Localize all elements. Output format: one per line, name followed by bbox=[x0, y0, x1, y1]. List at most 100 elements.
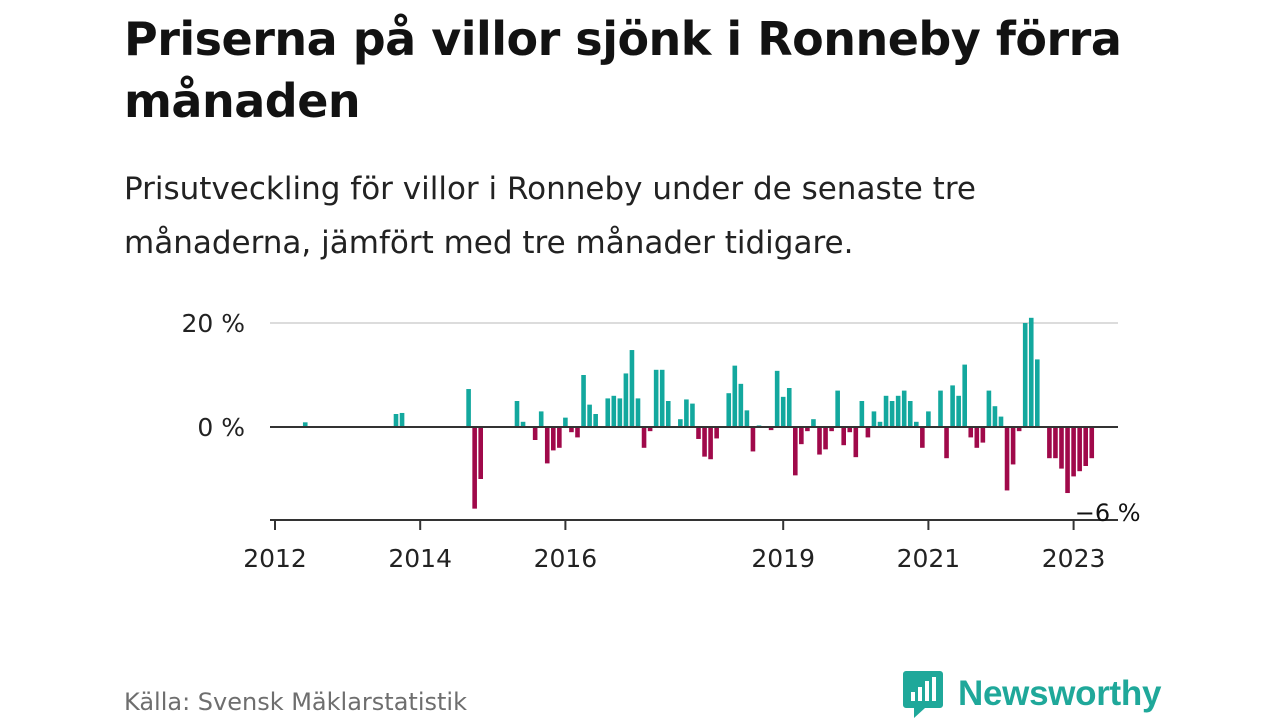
bar bbox=[744, 410, 750, 427]
x-tick-label: 2014 bbox=[388, 544, 452, 573]
bar bbox=[895, 395, 901, 427]
bar bbox=[623, 373, 629, 427]
bar bbox=[980, 427, 986, 443]
bar bbox=[569, 427, 574, 433]
bar bbox=[726, 393, 732, 427]
bar bbox=[811, 419, 816, 427]
bar bbox=[581, 375, 586, 427]
bar bbox=[532, 427, 538, 440]
bar bbox=[871, 411, 877, 427]
bar bbox=[544, 427, 550, 464]
bar bbox=[617, 398, 623, 427]
bar bbox=[907, 401, 913, 427]
bar bbox=[944, 427, 949, 459]
bar bbox=[575, 427, 580, 438]
bar bbox=[587, 404, 592, 427]
bar bbox=[859, 401, 865, 427]
chart-subtitle: Prisutveckling för villor i Ronneby unde… bbox=[124, 171, 976, 261]
bar bbox=[841, 427, 846, 446]
bars bbox=[302, 317, 1095, 509]
bar bbox=[992, 406, 998, 427]
chart-title: Priserna på villor sjönk i Ronneby förra… bbox=[124, 12, 1122, 128]
source-note: Källa: Svensk Mäklarstatistik bbox=[124, 688, 467, 716]
x-axis-labels: 2012 2014 2016 2019 2021 2023 bbox=[243, 544, 1105, 573]
bar bbox=[1077, 427, 1082, 472]
bar bbox=[1035, 359, 1040, 427]
bar bbox=[774, 370, 780, 427]
bar bbox=[678, 419, 683, 427]
bar bbox=[1028, 317, 1034, 427]
bar bbox=[563, 417, 568, 427]
bar bbox=[956, 395, 961, 427]
bar bbox=[950, 385, 955, 427]
bar bbox=[696, 427, 701, 439]
bar bbox=[793, 427, 798, 476]
bar bbox=[805, 427, 810, 432]
bar bbox=[611, 395, 617, 427]
bar bbox=[962, 364, 967, 427]
bar bbox=[702, 427, 707, 457]
bar bbox=[708, 427, 713, 460]
bar bbox=[1016, 427, 1022, 432]
bar bbox=[1071, 427, 1076, 477]
x-tick-label: 2016 bbox=[534, 544, 598, 573]
bar bbox=[998, 416, 1004, 427]
axes bbox=[270, 426, 1118, 530]
bar bbox=[901, 390, 907, 427]
bar bbox=[520, 421, 526, 427]
bar bbox=[690, 403, 695, 427]
bar bbox=[653, 369, 659, 427]
bar bbox=[829, 427, 834, 432]
x-tick-label: 2012 bbox=[243, 544, 307, 573]
bar bbox=[823, 427, 828, 450]
y-tick-label: 0 % bbox=[197, 413, 245, 442]
bar bbox=[968, 427, 974, 438]
bar bbox=[302, 422, 308, 427]
y-tick-label: 20 % bbox=[181, 309, 245, 338]
bar bbox=[877, 421, 883, 427]
bar bbox=[732, 365, 738, 427]
x-tick-label: 2021 bbox=[897, 544, 961, 573]
bar bbox=[938, 390, 943, 427]
bar bbox=[986, 390, 992, 427]
bar bbox=[635, 398, 641, 427]
bar bbox=[551, 427, 556, 451]
bar bbox=[883, 395, 889, 427]
bar bbox=[926, 411, 931, 427]
bar bbox=[665, 401, 671, 427]
bar bbox=[1089, 427, 1095, 459]
bar bbox=[399, 412, 405, 427]
newsworthy-chart-bubble-icon bbox=[903, 671, 943, 718]
annotations: −6 % bbox=[1075, 499, 1141, 527]
bar bbox=[738, 383, 744, 427]
bar bbox=[974, 427, 980, 448]
bar bbox=[629, 350, 635, 427]
bar bbox=[1053, 427, 1058, 459]
bar bbox=[920, 427, 925, 448]
brand-name: Newsworthy bbox=[958, 674, 1162, 713]
y-axis-labels: 20 % 0 % bbox=[181, 309, 245, 442]
brand-logo: Newsworthy bbox=[902, 668, 1161, 720]
bar bbox=[514, 401, 520, 427]
bar bbox=[1047, 427, 1052, 459]
bar bbox=[472, 427, 477, 509]
bar bbox=[557, 427, 562, 448]
bar bbox=[750, 427, 756, 452]
bar bbox=[478, 427, 483, 479]
bar bbox=[714, 427, 719, 439]
bar bbox=[847, 427, 853, 433]
bar bbox=[914, 421, 919, 427]
last-value-label: −6 % bbox=[1075, 499, 1141, 527]
bar bbox=[780, 396, 786, 427]
bar bbox=[1004, 427, 1010, 491]
bar bbox=[865, 427, 871, 438]
bar bbox=[538, 411, 544, 427]
bar bbox=[1059, 427, 1064, 469]
bar bbox=[786, 388, 792, 427]
bar bbox=[853, 427, 859, 458]
bar bbox=[799, 427, 804, 445]
bar-chart: 20 % 0 % 2012 2014 2016 2019 2021 2023 −6 % bbox=[181, 309, 1141, 573]
bar bbox=[817, 427, 822, 455]
bar bbox=[641, 427, 647, 448]
bar bbox=[466, 389, 471, 427]
